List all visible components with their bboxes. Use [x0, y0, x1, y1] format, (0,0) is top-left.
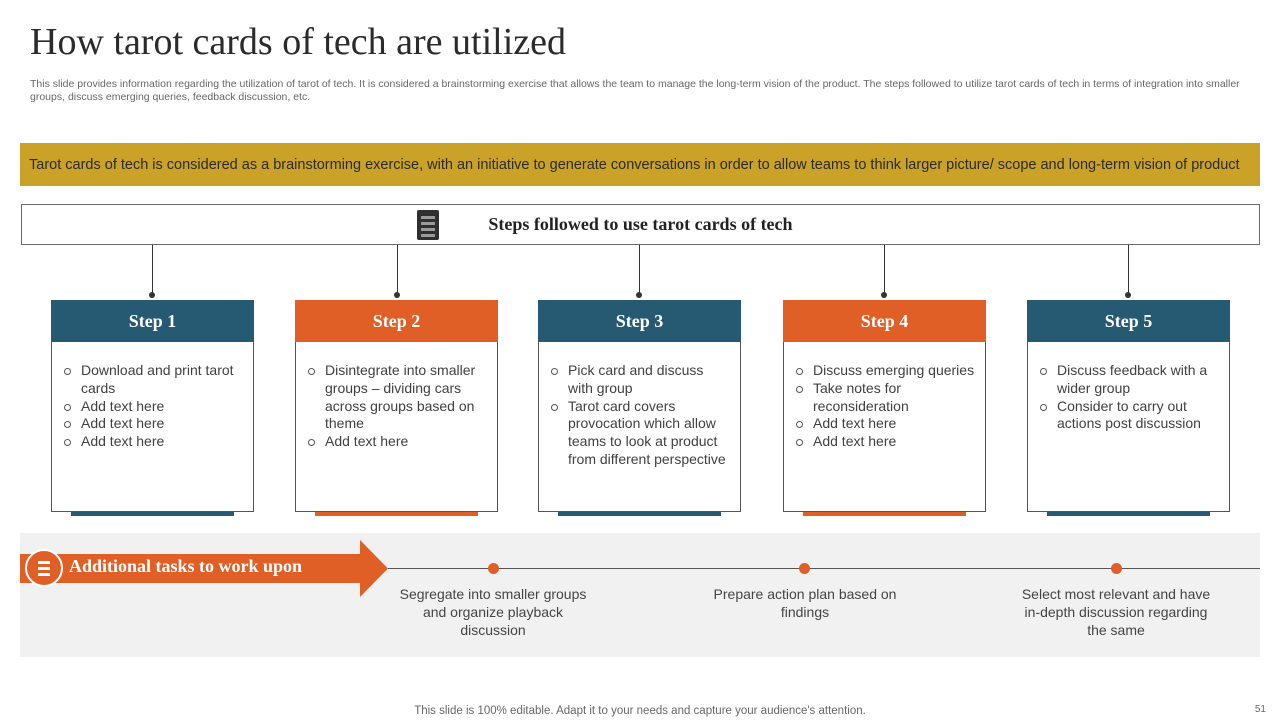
- step-item: Add text here: [308, 433, 487, 451]
- step-item: Add text here: [64, 398, 243, 416]
- task-item: Prepare action plan based on findings: [713, 586, 897, 620]
- step-card-header: Step 4: [783, 300, 986, 342]
- timeline-dot: [799, 563, 810, 574]
- summary-banner: Tarot cards of tech is considered as a b…: [20, 143, 1260, 186]
- checklist-icon: [417, 210, 439, 240]
- task-item: Select most relevant and have in-depth d…: [1021, 586, 1211, 638]
- connector-line: [152, 245, 153, 295]
- connector-dot: [149, 292, 155, 298]
- timeline-line: [388, 568, 1260, 569]
- step-item: Pick card and discuss with group: [551, 362, 730, 398]
- task-list-icon: [25, 549, 63, 587]
- slide-title: How tarot cards of tech are utilized: [30, 21, 566, 63]
- tasks-title: Additional tasks to work upon: [69, 556, 303, 576]
- connector-dot: [394, 292, 400, 298]
- step-item: Add text here: [796, 415, 975, 433]
- step-card-3: Step 3 Pick card and discuss with group …: [538, 300, 741, 516]
- card-shadow: [315, 509, 478, 516]
- step-item: Take notes for reconsideration: [796, 380, 975, 416]
- step-card-body: Discuss feedback with a wider group Cons…: [1027, 342, 1230, 512]
- step-card-header: Step 1: [51, 300, 254, 342]
- additional-tasks-panel: Additional tasks to work upon Segregate …: [20, 533, 1260, 657]
- step-item: Tarot card covers provocation which allo…: [551, 398, 730, 469]
- task-item: Segregate into smaller groups and organi…: [399, 586, 587, 638]
- card-shadow: [71, 509, 234, 516]
- step-card-body: Download and print tarot cards Add text …: [51, 342, 254, 512]
- connector-dot: [881, 292, 887, 298]
- connector-dot: [1125, 292, 1131, 298]
- timeline-dot: [1111, 563, 1122, 574]
- step-card-body: Discuss emerging queries Take notes for …: [783, 342, 986, 512]
- connector-line: [639, 245, 640, 295]
- connector-line: [884, 245, 885, 295]
- step-card-header: Step 5: [1027, 300, 1230, 342]
- step-item: Download and print tarot cards: [64, 362, 243, 398]
- step-card-body: Pick card and discuss with group Tarot c…: [538, 342, 741, 512]
- step-item: Add text here: [64, 433, 243, 451]
- step-item: Disintegrate into smaller groups – divid…: [308, 362, 487, 433]
- step-item: Add text here: [64, 415, 243, 433]
- card-shadow: [558, 509, 721, 516]
- step-card-header: Step 3: [538, 300, 741, 342]
- steps-header-title: Steps followed to use tarot cards of tec…: [488, 214, 793, 234]
- step-item: Discuss feedback with a wider group: [1040, 362, 1219, 398]
- step-item: Consider to carry out actions post discu…: [1040, 398, 1219, 434]
- footer-note: This slide is 100% editable. Adapt it to…: [414, 705, 866, 717]
- card-shadow: [1047, 509, 1210, 516]
- connector-line: [397, 245, 398, 295]
- steps-header: Steps followed to use tarot cards of tec…: [21, 204, 1260, 245]
- step-item: Discuss emerging queries: [796, 362, 975, 380]
- step-card-header: Step 2: [295, 300, 498, 342]
- step-card-5: Step 5 Discuss feedback with a wider gro…: [1027, 300, 1230, 516]
- connector-dot: [636, 292, 642, 298]
- summary-banner-text: Tarot cards of tech is considered as a b…: [29, 156, 1240, 173]
- step-card-2: Step 2 Disintegrate into smaller groups …: [295, 300, 498, 516]
- step-card-4: Step 4 Discuss emerging queries Take not…: [783, 300, 986, 516]
- step-card-body: Disintegrate into smaller groups – divid…: [295, 342, 498, 512]
- card-shadow: [803, 509, 966, 516]
- slide-description: This slide provides information regardin…: [30, 78, 1240, 103]
- timeline-dot: [488, 563, 499, 574]
- connector-line: [1128, 245, 1129, 295]
- step-card-1: Step 1 Download and print tarot cards Ad…: [51, 300, 254, 516]
- step-item: Add text here: [796, 433, 975, 451]
- tasks-arrow-banner: [20, 540, 388, 597]
- page-number: 51: [1254, 704, 1266, 715]
